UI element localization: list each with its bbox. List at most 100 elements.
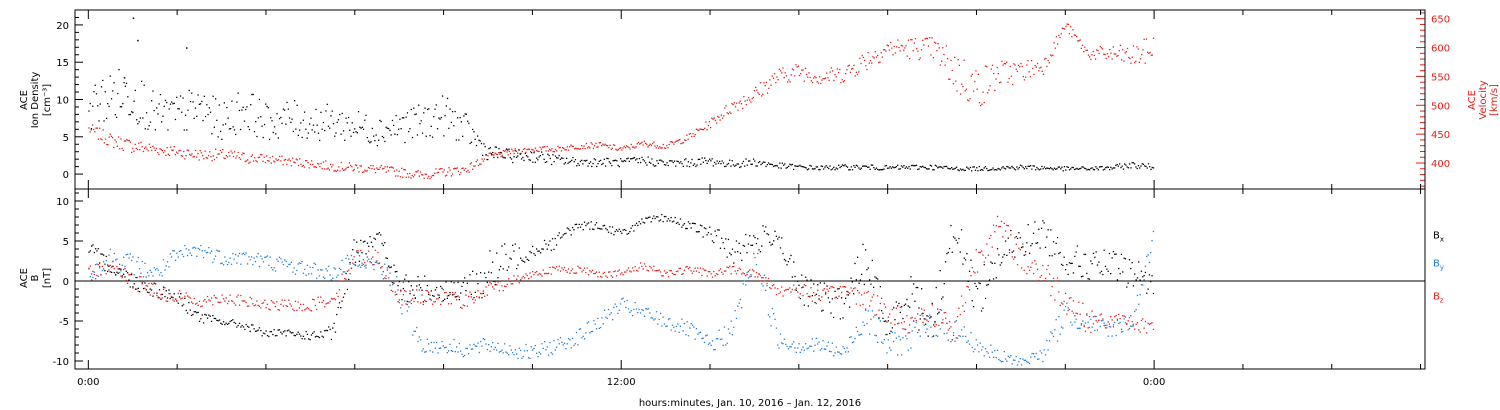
velocity-point bbox=[938, 47, 940, 49]
density-point bbox=[245, 108, 247, 111]
bz-point bbox=[663, 270, 666, 272]
bx-point bbox=[590, 221, 592, 223]
bz-point bbox=[100, 274, 102, 276]
density-point bbox=[534, 161, 536, 163]
bx-point bbox=[115, 273, 117, 276]
by-point bbox=[485, 343, 487, 345]
density-point bbox=[680, 161, 682, 163]
velocity-point bbox=[129, 141, 132, 143]
bz-point bbox=[205, 301, 207, 303]
velocity-point bbox=[1058, 34, 1060, 36]
by-point bbox=[381, 273, 383, 276]
bz-point bbox=[929, 317, 931, 319]
velocity-tick-label: 600 bbox=[1431, 44, 1450, 55]
velocity-point bbox=[301, 165, 303, 168]
velocity-point bbox=[894, 52, 897, 54]
velocity-point bbox=[743, 96, 745, 98]
bz-point bbox=[373, 264, 375, 266]
bx-point bbox=[99, 262, 101, 264]
bx-point bbox=[1072, 272, 1075, 274]
bx-point bbox=[678, 223, 680, 225]
density-point bbox=[843, 165, 845, 167]
velocity-point bbox=[665, 147, 667, 149]
density-point bbox=[752, 158, 755, 160]
by-point bbox=[397, 289, 399, 291]
bx-point bbox=[747, 243, 750, 245]
bx-point bbox=[582, 229, 584, 231]
velocity-point bbox=[203, 158, 205, 160]
density-point bbox=[285, 123, 287, 125]
velocity-point bbox=[712, 118, 714, 120]
velocity-point bbox=[608, 147, 610, 149]
velocity-point bbox=[1126, 47, 1129, 50]
velocity-point bbox=[319, 165, 321, 168]
bz-point bbox=[246, 305, 249, 307]
bz-point bbox=[285, 305, 287, 307]
bz-point bbox=[248, 305, 250, 307]
bx-point bbox=[340, 307, 342, 309]
by-point bbox=[382, 278, 384, 280]
by-point bbox=[493, 348, 495, 351]
bz-point bbox=[1144, 320, 1147, 323]
density-point bbox=[982, 169, 984, 171]
density-point bbox=[212, 95, 214, 97]
velocity-point bbox=[238, 157, 240, 159]
density-point bbox=[816, 166, 819, 168]
by-point bbox=[1058, 316, 1060, 318]
density-point bbox=[717, 162, 720, 164]
bx-point bbox=[910, 276, 912, 278]
by-point bbox=[598, 327, 600, 329]
bx-point bbox=[144, 282, 146, 284]
bx-point bbox=[930, 316, 932, 318]
by-point bbox=[970, 332, 972, 334]
density-tick-label: 15 bbox=[56, 58, 69, 69]
by-point bbox=[138, 268, 141, 270]
bx-point bbox=[614, 230, 616, 233]
by-point bbox=[372, 264, 374, 266]
bx-point bbox=[857, 256, 859, 258]
by-point bbox=[642, 309, 644, 312]
velocity-point bbox=[1118, 50, 1120, 52]
bz-point bbox=[282, 305, 285, 307]
density-point bbox=[1127, 167, 1130, 169]
density-outlier-point bbox=[123, 77, 126, 79]
bz-point bbox=[559, 270, 562, 272]
by-point bbox=[232, 253, 234, 255]
by-point bbox=[529, 357, 531, 359]
density-point bbox=[117, 92, 119, 95]
density-point bbox=[798, 165, 800, 167]
velocity-point bbox=[247, 159, 249, 161]
bx-point bbox=[410, 285, 412, 287]
by-point bbox=[172, 250, 174, 252]
by-point bbox=[304, 268, 306, 271]
density-point bbox=[161, 121, 163, 123]
bz-point bbox=[834, 297, 836, 299]
velocity-point bbox=[145, 146, 147, 148]
velocity-point bbox=[125, 140, 127, 142]
bx-point bbox=[765, 226, 767, 228]
velocity-point bbox=[890, 41, 892, 44]
by-point bbox=[158, 274, 161, 276]
bx-point bbox=[438, 296, 440, 299]
velocity-point bbox=[920, 49, 923, 51]
bx-point bbox=[1078, 265, 1080, 267]
bx-point bbox=[1132, 285, 1135, 287]
velocity-point bbox=[811, 81, 814, 84]
by-point bbox=[373, 268, 375, 271]
by-point bbox=[682, 330, 684, 332]
velocity-point bbox=[498, 152, 500, 154]
by-point bbox=[1102, 319, 1104, 322]
bx-point bbox=[534, 254, 536, 256]
by-point bbox=[894, 332, 896, 334]
density-point bbox=[1022, 166, 1024, 169]
density-point bbox=[386, 127, 388, 129]
bz-point bbox=[293, 309, 295, 312]
velocity-point bbox=[655, 147, 657, 149]
by-point bbox=[646, 308, 648, 310]
by-point bbox=[1138, 303, 1140, 305]
bz-point bbox=[412, 297, 414, 300]
density-point bbox=[983, 167, 985, 169]
bx-point bbox=[444, 298, 446, 300]
density-point bbox=[125, 82, 128, 84]
bz-point bbox=[905, 328, 907, 331]
